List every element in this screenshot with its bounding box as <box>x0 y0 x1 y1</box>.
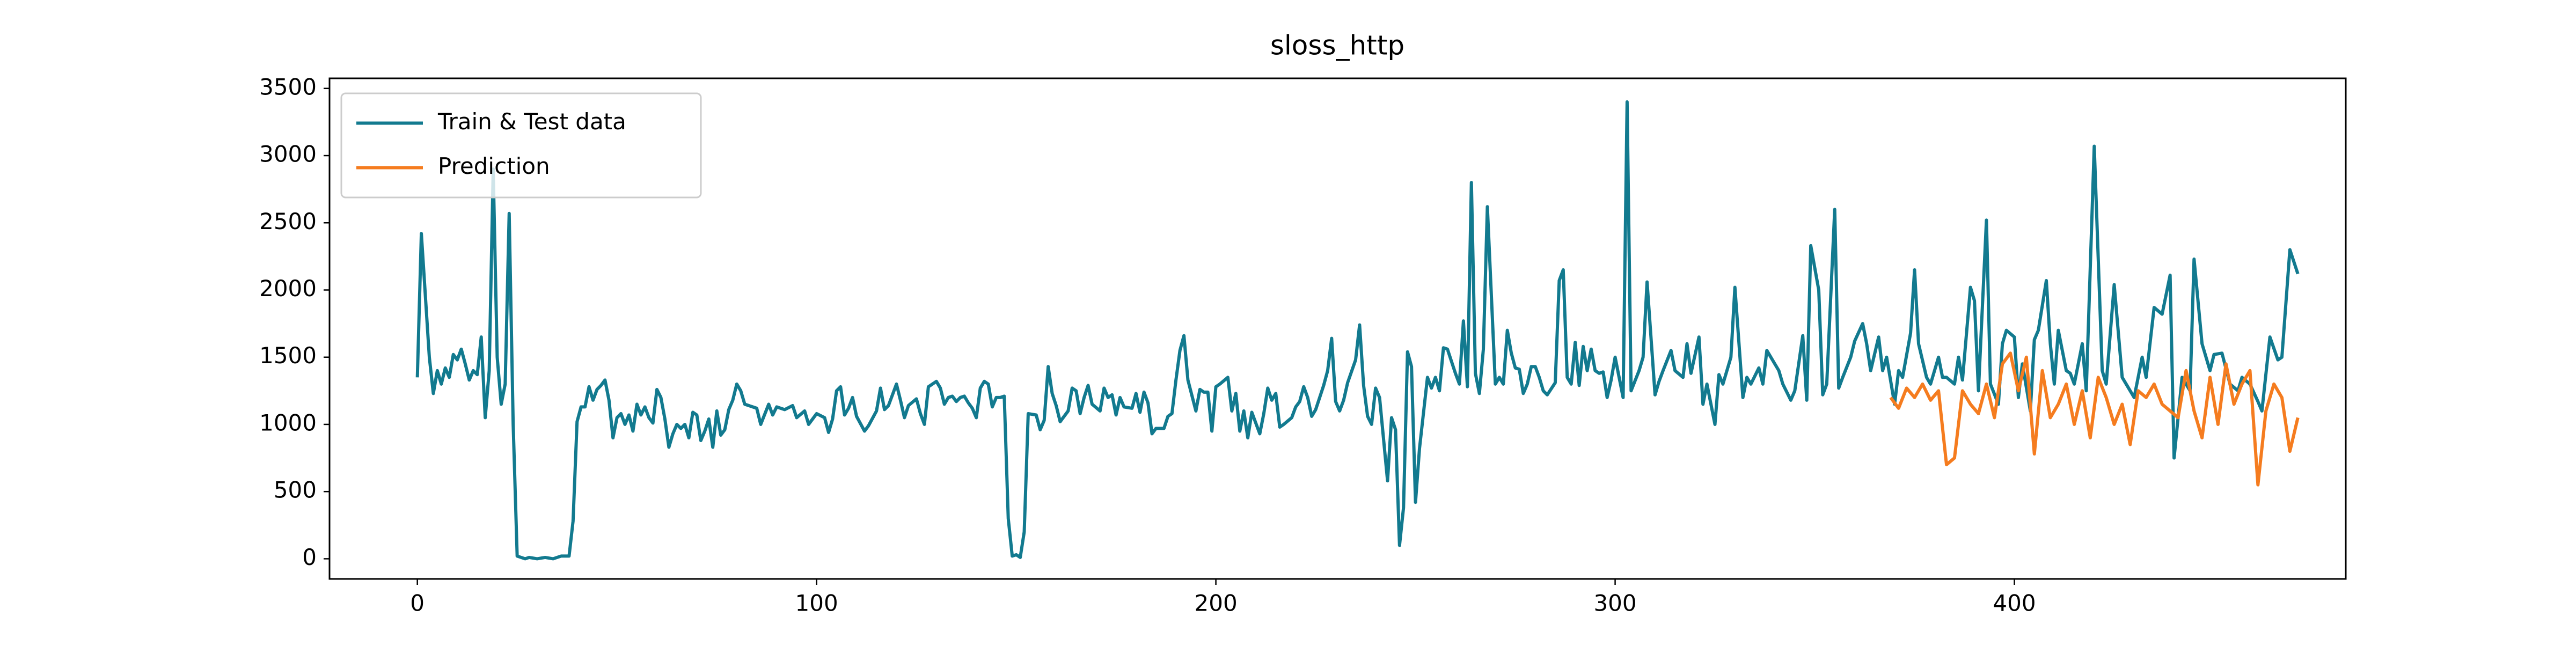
y-tick-label: 1000 <box>259 409 317 436</box>
series-line <box>415 100 2300 561</box>
y-tick-label: 500 <box>274 477 317 503</box>
legend-label: Prediction <box>438 153 550 179</box>
y-tick-label: 0 <box>302 544 317 570</box>
x-tick-label: 100 <box>795 590 838 616</box>
axes-frame <box>328 77 2347 580</box>
y-tick-label: 2000 <box>259 275 317 302</box>
y-tick-label: 1500 <box>259 342 317 369</box>
x-tick-label: 0 <box>410 590 425 616</box>
x-tick-label: 300 <box>1593 590 1636 616</box>
y-tick-label: 3500 <box>259 74 317 100</box>
legend-label: Train & Test data <box>437 108 626 135</box>
chart-title: sloss_http <box>1270 30 1404 61</box>
x-tick-label: 400 <box>1993 590 2036 616</box>
y-tick-label: 3000 <box>259 141 317 167</box>
x-tick-label: 200 <box>1195 590 1238 616</box>
y-tick-label: 2500 <box>259 208 317 234</box>
series-line <box>1889 351 2300 487</box>
legend-box <box>340 92 702 199</box>
